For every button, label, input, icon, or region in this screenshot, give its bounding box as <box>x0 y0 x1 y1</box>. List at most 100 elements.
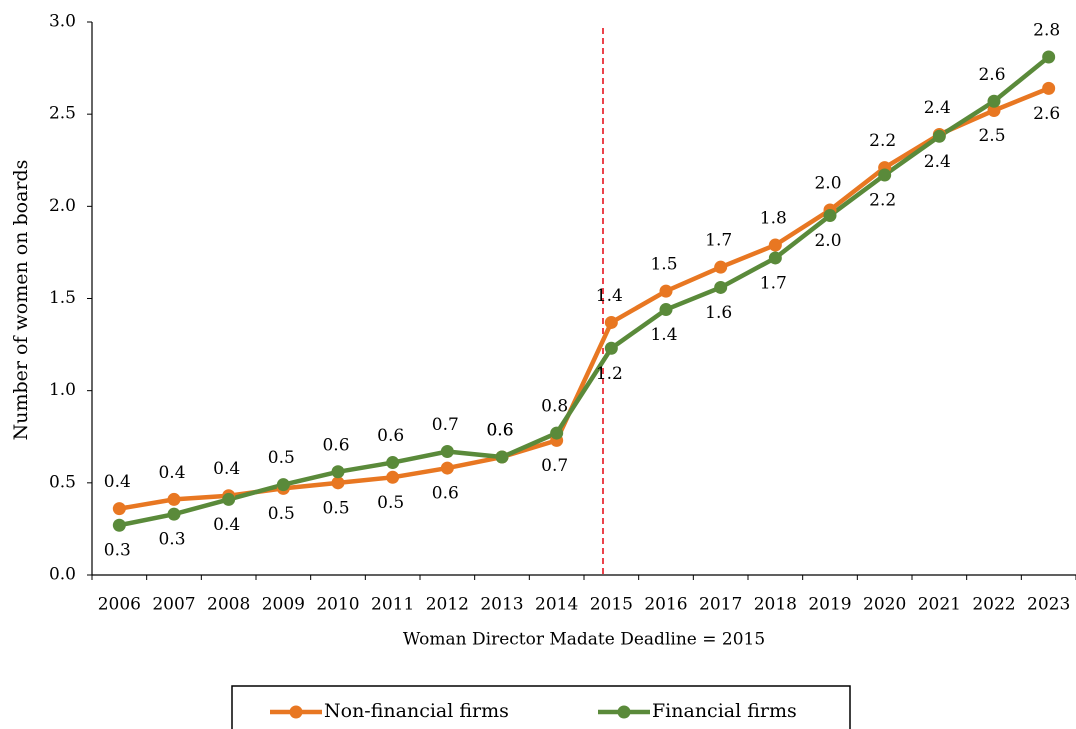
data-label: 0.3 <box>158 530 185 550</box>
data-label: 2.0 <box>814 231 841 251</box>
data-label: 2.6 <box>1033 104 1060 124</box>
data-point <box>659 284 673 298</box>
data-point <box>768 251 782 265</box>
data-point <box>222 492 236 506</box>
y-tick-label: 1.0 <box>49 380 76 400</box>
data-label: 0.6 <box>486 421 513 441</box>
data-point <box>112 502 126 516</box>
data-point <box>987 103 1001 117</box>
data-label: 0.8 <box>541 397 568 417</box>
data-label: 1.5 <box>650 255 677 275</box>
y-tick-label: 0.0 <box>49 565 76 585</box>
data-point <box>112 518 126 532</box>
data-point <box>1042 81 1056 95</box>
data-label: 0.6 <box>432 484 459 504</box>
legend-label: Non-financial firms <box>324 700 509 722</box>
x-tick-label: 2018 <box>754 595 797 615</box>
y-tick-label: 0.5 <box>49 472 76 492</box>
data-label: 0.4 <box>104 472 131 492</box>
data-point <box>714 280 728 294</box>
data-label: 2.4 <box>924 152 951 172</box>
data-label: 1.4 <box>596 286 623 306</box>
x-tick-label: 2017 <box>699 595 742 615</box>
x-tick-label: 2006 <box>98 595 141 615</box>
data-label: 0.5 <box>268 448 295 468</box>
y-axis-title: Number of women on boards <box>10 160 32 441</box>
series-line <box>118 55 1051 528</box>
data-label: 0.5 <box>377 493 404 513</box>
data-point <box>331 476 345 490</box>
data-point <box>768 238 782 252</box>
data-point <box>878 168 892 182</box>
data-label: 0.4 <box>213 459 240 479</box>
x-tick-label: 2008 <box>207 595 250 615</box>
x-tick-label: 2012 <box>426 595 469 615</box>
x-tick-label: 2015 <box>590 595 633 615</box>
data-label: 1.2 <box>596 364 623 384</box>
data-point <box>331 465 345 479</box>
x-tick-label: 2020 <box>863 595 906 615</box>
data-point <box>932 129 946 143</box>
legend-label: Financial firms <box>652 700 797 722</box>
y-tick-label: 2.0 <box>49 196 76 216</box>
data-label: 2.6 <box>978 65 1005 85</box>
y-tick-label: 3.0 <box>49 12 76 32</box>
data-label: 1.7 <box>705 231 732 251</box>
data-label: 2.5 <box>978 126 1005 146</box>
data-label: 2.8 <box>1033 21 1060 41</box>
data-label: 0.7 <box>432 415 459 435</box>
data-label: 2.0 <box>814 174 841 194</box>
x-tick-label: 2014 <box>535 595 578 615</box>
x-tick-label: 2009 <box>262 595 305 615</box>
x-tick-label: 2023 <box>1027 595 1070 615</box>
data-label: 2.4 <box>924 98 951 118</box>
data-label: 0.3 <box>104 541 131 561</box>
x-tick-label: 2007 <box>152 595 195 615</box>
x-axis-title: Woman Director Madate Deadline = 2015 <box>403 630 765 650</box>
data-label: 2.2 <box>869 190 896 210</box>
data-label: 0.6 <box>486 421 513 441</box>
legend-marker <box>289 705 303 719</box>
x-tick-label: 2011 <box>371 595 414 615</box>
data-point <box>604 341 618 355</box>
data-point <box>167 492 181 506</box>
data-label: 0.4 <box>158 463 185 483</box>
series-line <box>118 86 1050 511</box>
data-point <box>276 478 290 492</box>
data-point <box>440 461 454 475</box>
data-point <box>714 260 728 274</box>
data-point <box>659 303 673 317</box>
y-tick-label: 2.5 <box>49 104 76 124</box>
legend-marker <box>617 705 631 719</box>
x-tick-label: 2021 <box>918 595 961 615</box>
x-tick-label: 2016 <box>644 595 687 615</box>
data-label: 1.4 <box>650 325 677 345</box>
y-tick-label: 1.5 <box>49 288 76 308</box>
data-point <box>440 444 454 458</box>
data-point <box>495 450 509 464</box>
data-label: 0.7 <box>541 456 568 476</box>
data-label: 1.8 <box>760 209 787 229</box>
data-point <box>1042 50 1056 64</box>
data-label: 0.4 <box>213 515 240 535</box>
x-tick-label: 2013 <box>480 595 523 615</box>
data-label: 0.5 <box>322 498 349 518</box>
data-label: 1.6 <box>705 303 732 323</box>
data-label: 0.6 <box>377 426 404 446</box>
data-point <box>167 507 181 521</box>
data-point <box>550 426 564 440</box>
data-label: 0.5 <box>268 504 295 524</box>
data-label: 2.2 <box>869 131 896 151</box>
x-tick-label: 2019 <box>808 595 851 615</box>
data-point <box>386 470 400 484</box>
data-point <box>987 94 1001 108</box>
data-label: 1.7 <box>760 273 787 293</box>
legend-box <box>231 685 851 729</box>
data-point <box>823 209 837 223</box>
data-point <box>386 456 400 470</box>
x-tick-label: 2010 <box>316 595 359 615</box>
data-point <box>604 315 618 329</box>
x-tick-label: 2022 <box>972 595 1015 615</box>
data-label: 0.6 <box>322 435 349 455</box>
